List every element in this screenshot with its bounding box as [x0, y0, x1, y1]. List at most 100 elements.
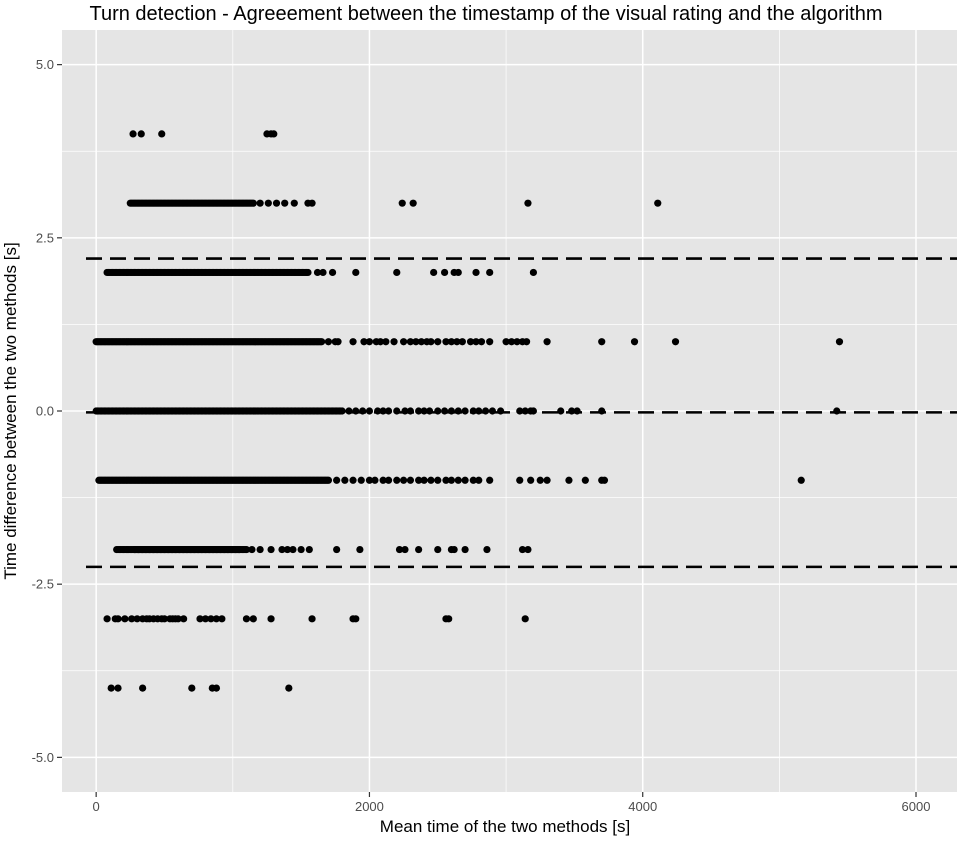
data-point	[557, 407, 565, 415]
data-point	[319, 268, 327, 277]
data-point	[324, 338, 333, 346]
data-point	[103, 615, 111, 623]
chart-title: Turn detection - Agreeement between the …	[89, 3, 882, 25]
data-point	[461, 476, 469, 484]
data-point	[160, 615, 169, 623]
data-point	[440, 268, 449, 277]
data-point	[598, 338, 606, 346]
y-tick-label: 2.5	[36, 230, 54, 245]
grid-lines	[62, 30, 957, 792]
data-point	[835, 338, 844, 346]
data-point	[472, 268, 480, 277]
data-point	[256, 545, 264, 554]
data-point	[357, 476, 365, 484]
data-point	[524, 199, 532, 207]
data-point	[281, 199, 289, 207]
y-tick-label: -2.5	[32, 577, 54, 592]
data-point	[289, 545, 297, 554]
data-point	[486, 338, 494, 346]
y-tick-label: -5.0	[32, 750, 54, 765]
data-point	[283, 545, 292, 554]
data-point	[212, 615, 221, 623]
data-point	[267, 545, 275, 554]
y-axis-label: Time difference between the two methods …	[1, 242, 20, 579]
data-point	[297, 545, 305, 554]
data-point	[434, 476, 442, 484]
data-point	[581, 476, 589, 484]
data-point	[308, 615, 316, 623]
data-point	[218, 615, 226, 623]
data-point	[333, 476, 341, 484]
data-point	[285, 684, 293, 692]
data-point	[114, 684, 122, 692]
data-point	[264, 199, 272, 207]
data-point	[415, 545, 423, 554]
data-point	[430, 268, 438, 277]
data-point	[313, 268, 322, 277]
reference-lines	[86, 257, 957, 569]
data-point	[797, 476, 805, 484]
data-point	[107, 684, 115, 692]
data-point	[516, 476, 524, 484]
data-point	[382, 338, 390, 346]
data-point	[518, 545, 527, 554]
x-tick-label: 0	[93, 799, 100, 814]
data-point	[390, 338, 398, 346]
data-point	[305, 545, 313, 554]
data-point	[212, 684, 221, 692]
data-point	[469, 476, 477, 484]
data-point	[543, 476, 551, 484]
data-point	[207, 615, 215, 623]
x-axis-label: Mean time of the two methods [s]	[380, 817, 630, 836]
data-point	[461, 545, 469, 554]
data-point	[406, 338, 415, 346]
data-point	[415, 476, 423, 484]
data-point	[365, 407, 374, 415]
data-point	[529, 268, 538, 277]
data-point	[267, 615, 275, 623]
data-point	[349, 476, 357, 484]
data-point	[486, 268, 494, 277]
data-point	[472, 338, 480, 346]
data-point	[427, 338, 435, 346]
data-point	[395, 545, 404, 554]
data-point	[461, 407, 469, 415]
data-point	[318, 338, 326, 346]
data-point	[129, 130, 137, 138]
data-point	[341, 476, 349, 484]
data-point	[328, 268, 337, 277]
x-tick-label: 4000	[628, 799, 657, 814]
data-point	[524, 545, 532, 554]
data-point	[536, 476, 544, 484]
y-tick-label: 0.0	[36, 404, 54, 419]
data-point	[400, 476, 408, 484]
data-point	[349, 338, 357, 346]
data-point	[278, 545, 286, 554]
data-point	[196, 615, 204, 623]
data-point	[249, 199, 257, 207]
data-point	[242, 545, 251, 554]
data-point	[398, 199, 406, 207]
data-point	[360, 338, 368, 346]
data-point	[415, 407, 423, 415]
data-point	[393, 476, 401, 484]
data-point	[249, 615, 257, 623]
data-point	[356, 545, 364, 554]
data-point	[376, 338, 384, 346]
data-point	[352, 615, 360, 623]
data-point	[434, 338, 442, 346]
data-point	[188, 684, 196, 692]
data-point	[256, 199, 264, 207]
data-point	[522, 338, 531, 346]
data-point	[365, 338, 374, 346]
data-point	[379, 476, 387, 484]
data-point	[352, 268, 360, 277]
data-point	[121, 615, 129, 623]
data-point	[308, 199, 316, 207]
data-point	[412, 338, 420, 346]
data-point	[630, 338, 639, 346]
data-point	[600, 476, 609, 484]
data-point	[453, 338, 461, 346]
